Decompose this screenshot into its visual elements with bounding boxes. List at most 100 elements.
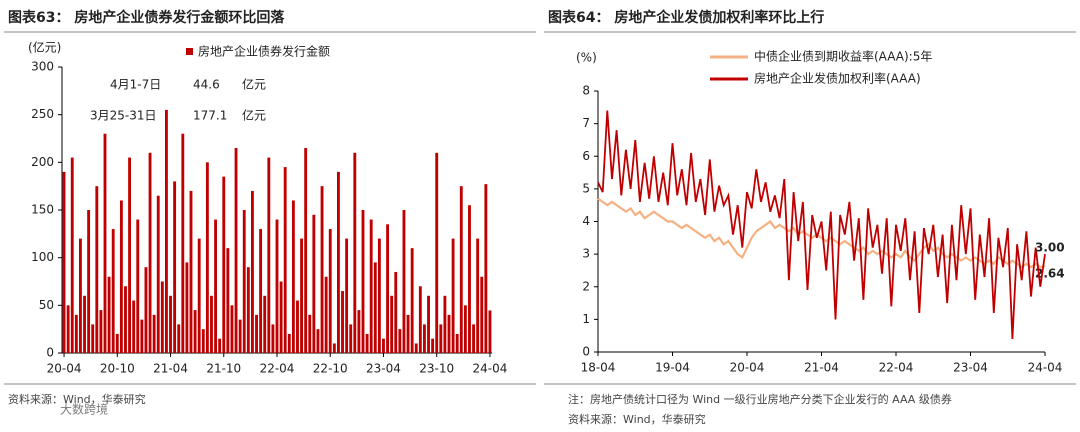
bar	[345, 238, 349, 353]
annotation-date: 3月25-31日	[90, 109, 157, 123]
bar	[160, 281, 164, 353]
bar	[83, 295, 86, 353]
bar	[336, 171, 340, 353]
y-tick-label: 300	[31, 60, 54, 74]
watermark: 大数跨境	[60, 402, 108, 417]
bar	[169, 295, 172, 353]
bar	[226, 248, 230, 353]
bar	[296, 300, 299, 353]
bar	[291, 200, 295, 353]
y-tick-label: 50	[39, 298, 54, 312]
chart-left: 图表63： 房地产企业债券发行金额环比回落 0 50 100 150 200 250 300 (…	[4, 9, 536, 417]
bar	[119, 200, 123, 353]
x-tick-label: 22-04	[260, 362, 295, 376]
bar	[242, 210, 246, 353]
bar	[308, 314, 312, 353]
x-tick-label: 18-04	[581, 361, 616, 375]
bar	[468, 205, 471, 353]
x-tick-label: 23-04	[953, 361, 988, 375]
bar	[62, 171, 66, 353]
bar	[267, 157, 271, 353]
bar	[197, 238, 201, 353]
bar	[418, 286, 422, 353]
x-tick-label: 19-04	[655, 361, 690, 375]
bar	[91, 324, 95, 353]
annotation-date: 4月1-7日	[110, 78, 161, 92]
legend-label: 房地产企业债券发行金额	[198, 44, 330, 59]
x-tick-label: 23-10	[419, 362, 454, 376]
bar	[386, 224, 390, 353]
bar	[148, 152, 152, 353]
bar	[214, 219, 218, 353]
bar	[451, 238, 455, 353]
bar	[99, 310, 103, 353]
bar	[271, 324, 275, 353]
y-tick-label: 100	[31, 250, 54, 264]
bar	[369, 219, 373, 353]
bar	[103, 133, 107, 353]
bar	[476, 238, 480, 353]
bar	[279, 281, 283, 353]
bar	[164, 109, 168, 354]
bar	[410, 248, 414, 353]
bar	[353, 152, 357, 353]
bar	[185, 262, 189, 353]
note: 资料来源：Wind，华泰研究	[568, 412, 706, 426]
bar	[300, 238, 304, 353]
x-tick-label: 22-10	[313, 362, 348, 376]
legend-swatch	[186, 48, 193, 55]
bar	[312, 214, 316, 353]
note: 注：房地产债统计口径为 Wind 一级行业房地产分类下企业发行的 AAA 级债券	[568, 392, 952, 406]
y-tick-label: 3	[582, 247, 590, 261]
bar	[78, 238, 82, 353]
bar	[210, 295, 213, 353]
bar	[459, 186, 463, 353]
bar	[472, 324, 476, 353]
chart-title: 图表63： 房地产企业债券发行金额环比回落	[8, 9, 285, 26]
bar	[463, 305, 467, 353]
bar	[136, 219, 140, 353]
bar	[275, 219, 279, 353]
bar	[287, 333, 291, 353]
bar	[373, 262, 377, 353]
bar	[349, 324, 353, 353]
annotation-unit: 亿元	[242, 108, 266, 123]
y-tick-label: 8	[582, 84, 590, 98]
bar	[238, 319, 242, 353]
chart-title: 图表64： 房地产企业发债加权利率环比上行	[548, 9, 824, 26]
y-tick-label: 1	[582, 312, 590, 326]
x-tick-label: 21-04	[804, 361, 839, 375]
bar	[422, 324, 426, 353]
bar	[107, 276, 111, 353]
x-tick-label: 20-04	[730, 361, 765, 375]
bar	[382, 338, 385, 353]
bar	[201, 329, 205, 353]
bar	[324, 276, 328, 353]
bar	[140, 319, 144, 353]
source: 资料来源：Wind，华泰研究	[8, 392, 146, 406]
bar	[246, 267, 250, 353]
x-tick-label: 24-04	[1028, 361, 1063, 375]
chart-right: 图表64： 房地产企业发债加权利率环比上行 0 1 2 3 4 5 6 7 8 (%) 18-04 19…	[544, 9, 1076, 426]
bar	[320, 186, 324, 353]
bar	[316, 329, 320, 353]
y-axis-label: (亿元)	[28, 40, 61, 55]
bar	[152, 314, 156, 353]
bar	[181, 133, 185, 353]
bar	[394, 271, 398, 353]
bar	[95, 186, 99, 353]
bar	[263, 295, 267, 353]
bar	[222, 176, 226, 353]
annotation-amount: 177.1	[193, 109, 227, 123]
bar	[111, 229, 115, 353]
bar	[332, 343, 336, 353]
bar	[390, 295, 394, 353]
y-axis-label: (%)	[576, 51, 597, 65]
bar	[230, 305, 234, 353]
bar	[341, 291, 344, 353]
bar	[365, 333, 369, 353]
bar	[357, 310, 361, 353]
annotation-unit: 亿元	[242, 77, 266, 92]
x-tick-label: 21-10	[206, 362, 241, 376]
